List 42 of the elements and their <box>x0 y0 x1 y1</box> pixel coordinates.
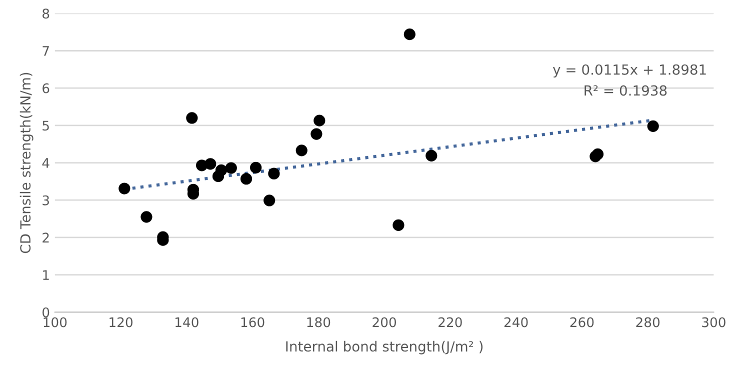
point <box>296 144 308 156</box>
x-tick-label: 280 <box>636 317 660 328</box>
y-tick-label: 8 <box>42 8 50 19</box>
y-tick-label: 2 <box>42 232 49 242</box>
x-tick-label: 180 <box>307 317 330 328</box>
annotation: R² = 0.1938 <box>584 85 667 96</box>
x-axis-title: Internal bond strength(J/m² ) <box>286 340 483 354</box>
x-tick-label: 120 <box>110 317 132 328</box>
point <box>264 194 276 206</box>
x-tick-label: 200 <box>372 317 396 328</box>
point <box>186 112 198 124</box>
point <box>204 158 216 170</box>
y-tick-label: 3 <box>42 195 49 206</box>
y-tick-label: 1 <box>43 270 49 280</box>
point <box>240 173 252 185</box>
point <box>392 219 404 231</box>
x-tick-label: 100 <box>44 317 67 328</box>
x-tick-label: 240 <box>504 317 528 328</box>
point <box>314 114 326 126</box>
point <box>118 182 130 194</box>
y-axis-title: CD Tensile strength(kN/m) <box>20 72 34 254</box>
y-tick-label: 7 <box>42 46 49 56</box>
x-tick-label: 260 <box>570 317 594 328</box>
x-tick-label: 300 <box>702 317 726 328</box>
y-tick-label: 5 <box>42 120 49 131</box>
y-tick-label: 6 <box>42 83 50 94</box>
point <box>426 150 438 162</box>
point <box>250 162 262 174</box>
y-tick-label: 4 <box>42 158 50 168</box>
point <box>592 148 604 160</box>
point <box>140 211 152 223</box>
x-tick-label: 220 <box>438 317 462 328</box>
x-tick-label: 140 <box>176 317 198 328</box>
point <box>268 168 280 180</box>
y-tick-label: 0 <box>42 307 50 318</box>
point <box>404 28 416 40</box>
point <box>647 120 659 132</box>
point <box>225 162 237 174</box>
annotation: y = 0.0115x + 1.8981 <box>552 64 706 78</box>
x-tick-label: 160 <box>241 317 264 328</box>
point <box>310 128 322 140</box>
point <box>215 164 228 176</box>
